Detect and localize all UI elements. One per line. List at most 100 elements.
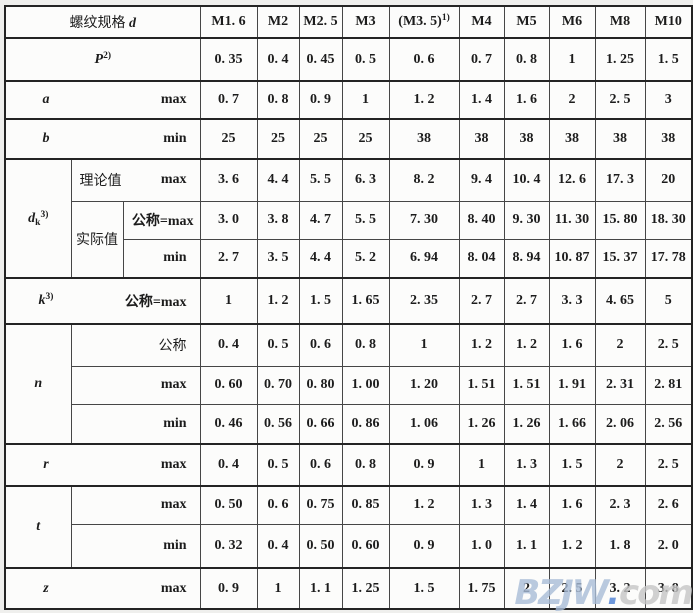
- value-cell: 0. 8: [341, 323, 390, 367]
- value-cell: 38: [388, 118, 460, 160]
- value-cell: 2. 5: [594, 80, 646, 120]
- value-cell: 8. 94: [503, 238, 550, 279]
- value-cell: 1. 2: [458, 323, 505, 367]
- value-cell: 1. 2: [388, 80, 460, 120]
- value-cell: 0. 50: [199, 485, 258, 525]
- row-label-p: P2): [4, 37, 201, 82]
- column-header: M2: [256, 5, 300, 39]
- value-cell: 2. 35: [388, 277, 460, 325]
- value-cell: 8. 04: [458, 238, 505, 279]
- column-header: M2. 5: [298, 5, 343, 39]
- value-cell: 5. 5: [341, 200, 390, 240]
- value-cell: 2. 5: [548, 567, 596, 610]
- value-cell: 0. 45: [298, 37, 343, 82]
- document-page: 螺纹规格 d M1. 6 M2 M2. 5 M3 (M3. 5)1) M4 M5…: [4, 5, 693, 610]
- screw-spec-table: 螺纹规格 d M1. 6 M2 M2. 5 M3 (M3. 5)1) M4 M5…: [4, 5, 693, 610]
- value-cell: 0. 7: [458, 37, 505, 82]
- row-label-dk: dk3): [4, 158, 72, 279]
- value-cell: 4. 4: [298, 238, 343, 279]
- value-cell: 0. 66: [298, 403, 343, 445]
- value-cell: 15. 80: [594, 200, 646, 240]
- value-cell: 1: [256, 567, 300, 610]
- value-cell: 11. 30: [548, 200, 596, 240]
- header-row: 螺纹规格 d M1. 6 M2 M2. 5 M3 (M3. 5)1) M4 M5…: [4, 5, 693, 39]
- corner-symbol: d: [129, 16, 137, 31]
- value-cell: 1. 26: [503, 403, 550, 445]
- value-cell: 1. 5: [644, 37, 693, 82]
- row-r: r max 0. 4 0. 5 0. 6 0. 8 0. 9 1 1. 3 1. 5 2 2. 5: [4, 443, 693, 487]
- value-cell: 1. 2: [256, 277, 300, 325]
- n-min-label: min: [70, 403, 201, 445]
- value-cell: 1. 3: [458, 485, 505, 525]
- value-cell: 1. 66: [548, 403, 596, 445]
- value-cell: 2. 7: [458, 277, 505, 325]
- value-cell: 1. 6: [503, 80, 550, 120]
- value-cell: 2. 6: [644, 485, 693, 525]
- row-dk-theoretical: dk3) 理论值 max 3. 6 4. 4 5. 5 6. 3 8. 2 9. 4 10.…: [4, 158, 693, 279]
- value-cell: 1. 1: [298, 567, 343, 610]
- value-cell: 2: [594, 323, 646, 367]
- value-cell: 2. 7: [199, 238, 258, 279]
- n-nominal-label: 公称: [70, 323, 201, 367]
- value-cell: 0. 9: [388, 523, 460, 569]
- value-cell: 2. 7: [503, 277, 550, 325]
- t-max-label: max: [70, 485, 201, 525]
- value-cell: 4. 65: [594, 277, 646, 325]
- value-cell: 5: [644, 277, 693, 325]
- value-cell: 1. 6: [548, 485, 596, 525]
- value-cell: 2. 5: [644, 443, 693, 487]
- value-cell: 0. 4: [256, 523, 300, 569]
- value-cell: 0. 70: [256, 365, 300, 405]
- value-cell: 25: [341, 118, 390, 160]
- column-header: M8: [594, 5, 646, 39]
- value-cell: 0. 50: [298, 523, 343, 569]
- value-cell: 4. 4: [256, 158, 300, 202]
- value-cell: 2. 3: [594, 485, 646, 525]
- value-cell: 1. 1: [503, 523, 550, 569]
- value-cell: 18. 30: [644, 200, 693, 240]
- value-cell: 0. 86: [341, 403, 390, 445]
- value-cell: 2. 81: [644, 365, 693, 405]
- value-cell: 1: [199, 277, 258, 325]
- row-k: k3) 公称=max 1 1. 2 1. 5 1. 65 2. 35 2. 7 2. 7 3.…: [4, 277, 693, 325]
- value-cell: 10. 4: [503, 158, 550, 202]
- dk-theoretical-label: 理论值 max: [70, 158, 201, 202]
- column-header: M5: [503, 5, 550, 39]
- row-z: z max 0. 9 1 1. 1 1. 25 1. 5 1. 75 2 2. 5 3. 2 3.…: [4, 567, 693, 610]
- value-cell: 6. 94: [388, 238, 460, 279]
- value-cell: 1. 51: [458, 365, 505, 405]
- row-n-nominal: n 公称 0. 4 0. 5 0. 6 0. 8 1 1. 2 1. 2 1. 6 2 2. 5: [4, 323, 693, 445]
- dk-actual-label: 实际值: [70, 200, 124, 279]
- value-cell: 1. 5: [548, 443, 596, 487]
- value-cell: 38: [458, 118, 505, 160]
- value-cell: 1. 65: [341, 277, 390, 325]
- value-cell: 2. 5: [644, 323, 693, 367]
- value-cell: 1: [341, 80, 390, 120]
- value-cell: 0. 6: [298, 323, 343, 367]
- value-cell: 2. 0: [644, 523, 693, 569]
- row-dk-actual-nominal: 实际值 公称=max 3. 0 3. 8 4. 7 5. 5 7. 30 8. 40 9. …: [5, 200, 693, 279]
- row-b: b min 25 25 25 25 38 38 38 38 38 38: [4, 118, 693, 160]
- value-cell: 0. 4: [256, 37, 300, 82]
- value-cell: 38: [548, 118, 596, 160]
- value-cell: 25: [199, 118, 258, 160]
- value-cell: 1. 20: [388, 365, 460, 405]
- corner-label: 螺纹规格: [69, 16, 126, 31]
- value-cell: 17. 78: [644, 238, 693, 279]
- value-cell: 2. 31: [594, 365, 646, 405]
- value-cell: 0. 7: [199, 80, 258, 120]
- value-cell: 0. 6: [388, 37, 460, 82]
- value-cell: 1. 2: [548, 523, 596, 569]
- value-cell: 20: [644, 158, 693, 202]
- row-label-t: t: [4, 485, 72, 569]
- column-header: M4: [458, 5, 505, 39]
- value-cell: 17. 3: [594, 158, 646, 202]
- value-cell: 2: [548, 80, 596, 120]
- value-cell: 25: [298, 118, 343, 160]
- value-cell: 1. 8: [594, 523, 646, 569]
- value-cell: 1: [548, 37, 596, 82]
- dk-min-label: min: [122, 238, 201, 279]
- value-cell: 3. 2: [594, 567, 646, 610]
- row-label-r: r max: [4, 443, 201, 487]
- value-cell: 1. 5: [388, 567, 460, 610]
